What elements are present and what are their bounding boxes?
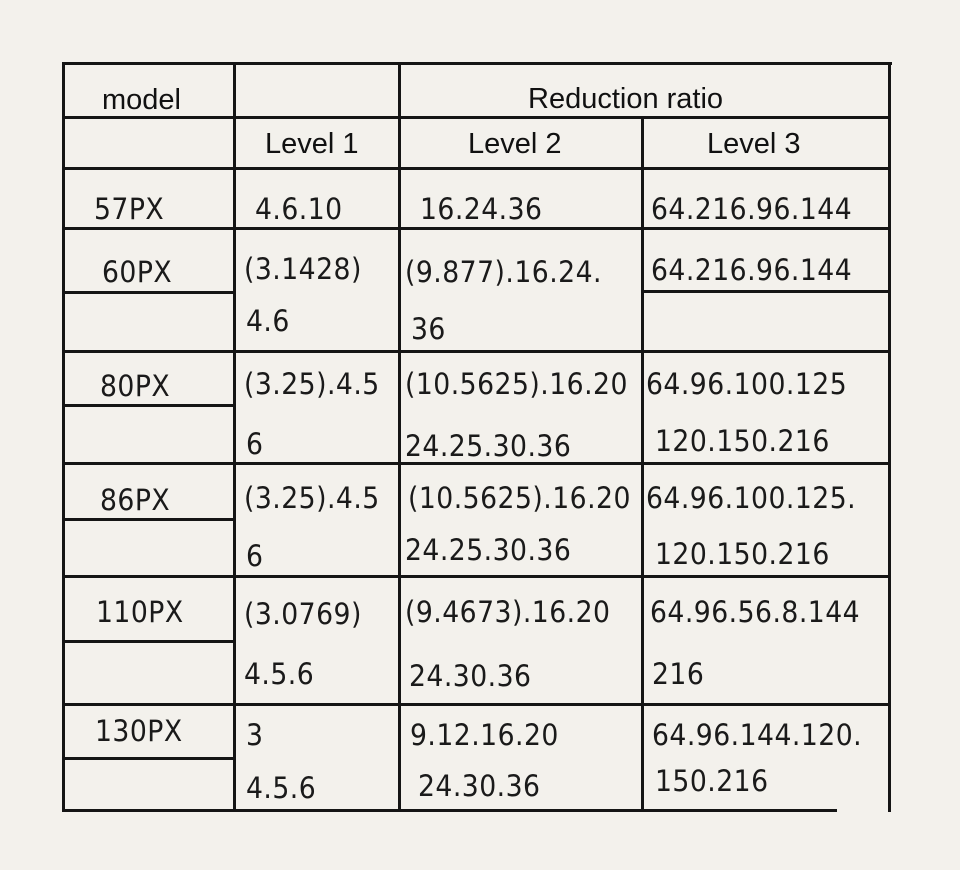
level1-value: 6 (246, 539, 264, 573)
table-border-left (62, 62, 65, 812)
level2-value: 24.30.36 (409, 659, 532, 693)
model-cell: 130PX (95, 714, 183, 748)
model-cell: 60PX (102, 255, 173, 289)
model-subdivider (62, 404, 236, 407)
level2-value: 16.24.36 (420, 192, 543, 226)
model-cell: 110PX (96, 595, 184, 629)
row-divider (62, 350, 891, 353)
level2-value: 24.25.30.36 (405, 533, 572, 567)
level1-value: 4.5.6 (246, 771, 317, 805)
level3-value: 120.150.216 (655, 537, 830, 571)
level3-value: 64.216.96.144 (651, 192, 853, 226)
level2-value: 24.30.36 (418, 769, 541, 803)
model-subdivider (62, 291, 236, 294)
level3-value: 64.96.144.120. (652, 718, 863, 752)
header-level-3: Level 3 (707, 128, 801, 160)
level1-value: 4.5.6 (244, 657, 315, 691)
level2-value: (10.5625).16.20 (408, 481, 631, 515)
level3-value: 64.96.100.125 (646, 367, 848, 401)
row-divider (62, 575, 891, 578)
level1-value: 6 (246, 427, 264, 461)
header-model: model (102, 84, 181, 116)
model-cell: 80PX (100, 369, 171, 403)
level1-value: 4.6 (246, 304, 290, 338)
model-cell: 57PX (94, 192, 165, 226)
table-border-bottom (62, 809, 837, 812)
level3-value: 120.150.216 (655, 424, 830, 458)
level1-value: (3.25).4.5 (244, 367, 380, 401)
level1-value: (3.25).4.5 (244, 481, 380, 515)
model-subdivider (62, 757, 236, 760)
level1-value: (3.1428) (244, 252, 362, 286)
level3-value: 64.96.56.8.144 (650, 595, 861, 629)
header-level-2: Level 2 (468, 128, 562, 160)
row-divider (62, 703, 891, 706)
header-reduction-ratio: Reduction ratio (528, 83, 724, 115)
model-cell: 86PX (100, 483, 171, 517)
level2-value: 36 (411, 312, 446, 346)
column-divider (233, 62, 236, 812)
level2-value: (9.4673).16.20 (405, 595, 611, 629)
row-divider (62, 227, 891, 230)
table-border-top (62, 62, 892, 65)
level3-value: 64.96.100.125. (646, 481, 857, 515)
level1-value: (3.0769) (244, 597, 362, 631)
model-subdivider (62, 518, 236, 521)
level3-value: 216 (652, 657, 705, 691)
level3-value: 150.216 (655, 764, 769, 798)
row-divider (62, 116, 891, 119)
level2-value: (9.877).16.24. (405, 255, 602, 289)
row-divider (62, 167, 891, 170)
table-border-right (888, 62, 891, 812)
row-divider (62, 462, 891, 465)
level1-value: 4.6.10 (255, 192, 343, 226)
level2-value: (10.5625).16.20 (405, 367, 628, 401)
column-divider (398, 62, 401, 812)
header-level-1: Level 1 (265, 128, 359, 160)
model-subdivider (62, 640, 236, 643)
level2-value: 9.12.16.20 (410, 718, 559, 752)
level2-value: 24.25.30.36 (405, 429, 572, 463)
level3-value: 64.216.96.144 (651, 253, 853, 287)
level1-value: 3 (246, 718, 264, 752)
level3-subdivider (641, 290, 891, 293)
